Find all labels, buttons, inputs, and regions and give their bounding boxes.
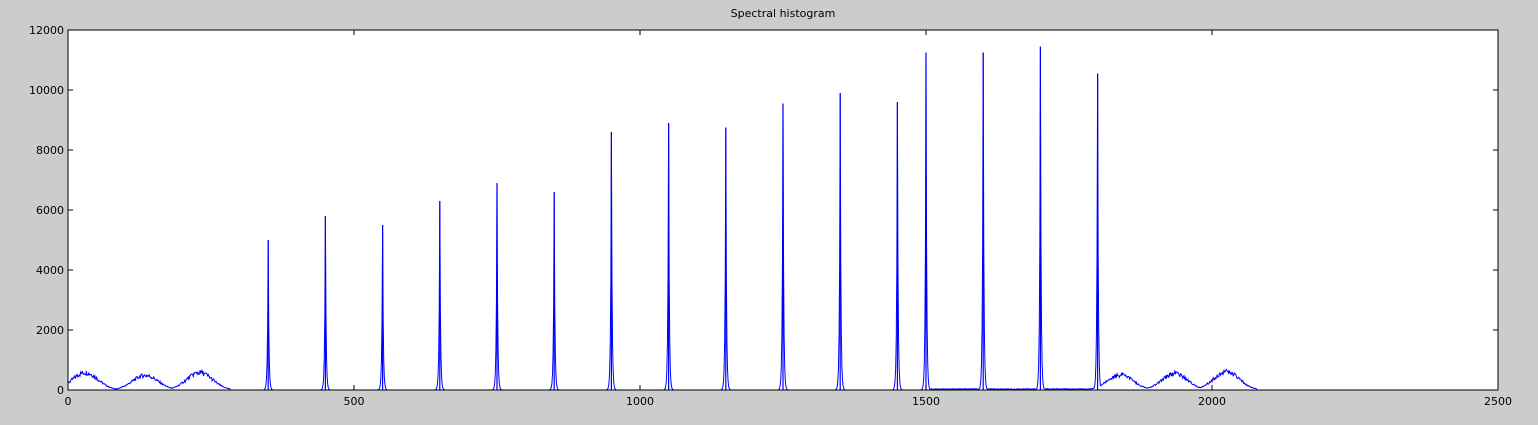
x-tick-label: 0	[65, 395, 72, 408]
x-tick-label: 2000	[1198, 395, 1226, 408]
y-tick-label: 8000	[36, 144, 64, 157]
y-tick-label: 6000	[36, 204, 64, 217]
y-tick-label: 0	[57, 384, 64, 397]
axes-frame	[67, 29, 1499, 391]
y-tick-label: 10000	[29, 84, 64, 97]
series-layer	[67, 46, 1270, 391]
chart-title: Spectral histogram	[731, 7, 836, 20]
y-tick-label: 4000	[36, 264, 64, 277]
y-tick-label: 2000	[36, 324, 64, 337]
tick-layer: 0 500 1000 1500 2000 2500 0 2000 4000 6000 8000 100…	[29, 24, 1512, 408]
x-tick-label: 2500	[1484, 395, 1512, 408]
x-tick-label: 500	[344, 395, 365, 408]
x-tick-label: 1500	[912, 395, 940, 408]
y-tick-label: 12000	[29, 24, 64, 37]
x-tick-label: 1000	[626, 395, 654, 408]
